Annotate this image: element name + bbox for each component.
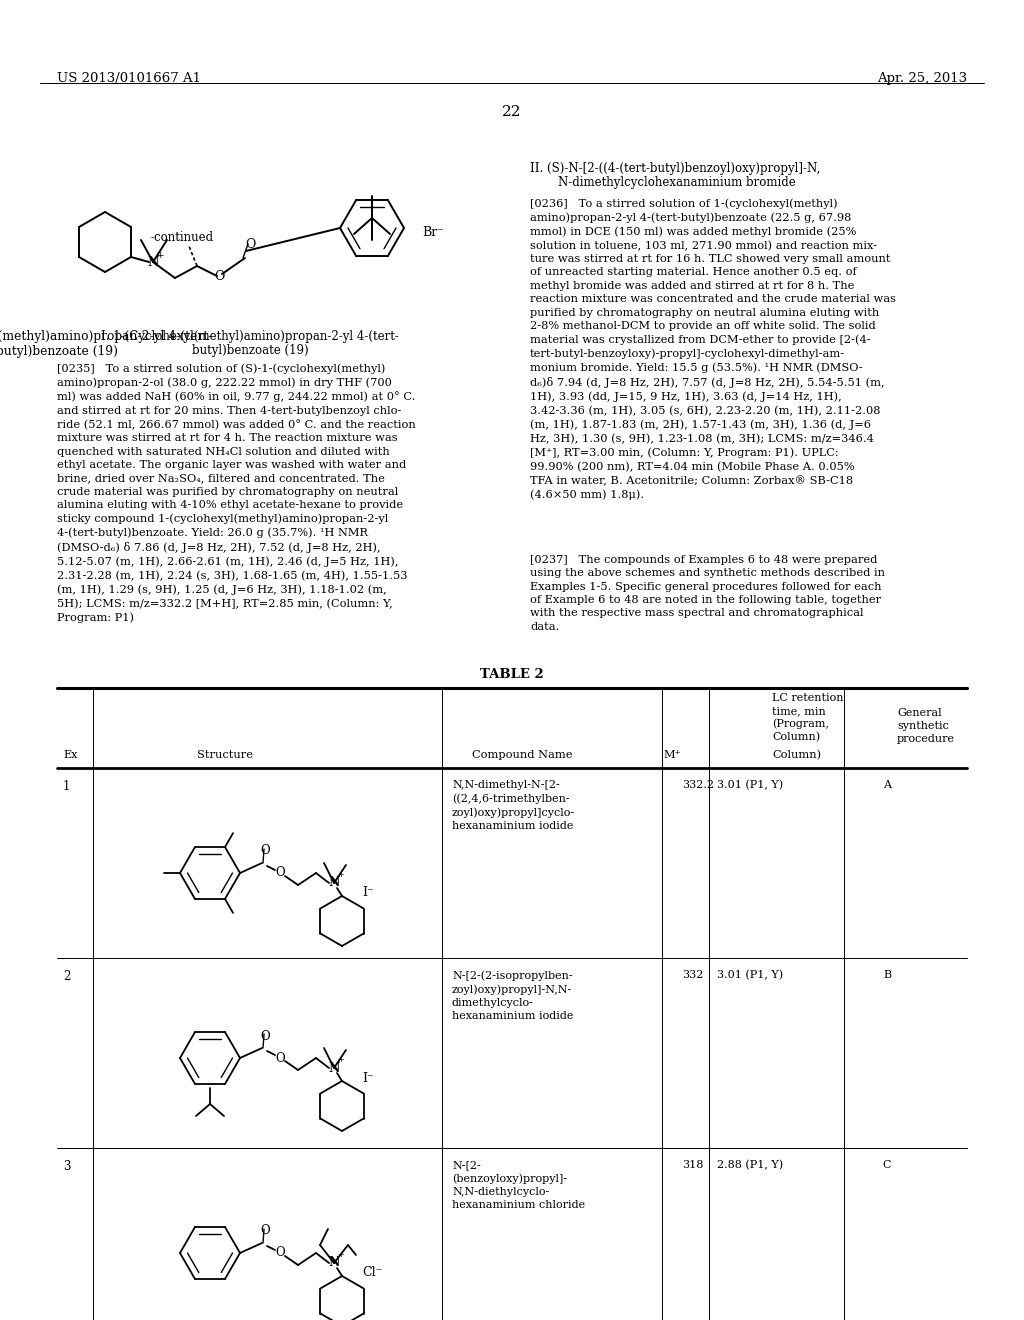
Text: O: O (275, 866, 285, 879)
Text: I. 1-(Cyclohexyl(methyl)amino)propan-2-yl 4-(tert-: I. 1-(Cyclohexyl(methyl)amino)propan-2-y… (101, 330, 399, 343)
Text: O: O (260, 1225, 269, 1238)
Text: General
synthetic
procedure: General synthetic procedure (897, 708, 955, 743)
Text: O: O (275, 1246, 285, 1259)
Text: I⁻: I⁻ (362, 887, 374, 899)
Text: A: A (883, 780, 891, 789)
Text: Cl⁻: Cl⁻ (362, 1266, 382, 1279)
Text: 3.01 (P1, Y): 3.01 (P1, Y) (717, 970, 783, 981)
Text: N,N-dimethyl-N-[2-
((2,4,6-trimethylben-
zoyl)oxy)propyl]cyclo-
hexanaminium iod: N,N-dimethyl-N-[2- ((2,4,6-trimethylben-… (452, 780, 575, 832)
Text: 2: 2 (63, 970, 71, 983)
Text: [0237]   The compounds of Examples 6 to 48 were prepared
using the above schemes: [0237] The compounds of Examples 6 to 48… (530, 554, 885, 632)
Text: O: O (260, 1030, 269, 1043)
Text: +: + (338, 1056, 344, 1064)
Text: O: O (245, 238, 255, 251)
Text: +: + (157, 251, 164, 260)
Text: I⁻: I⁻ (362, 1072, 374, 1085)
Text: butyl)benzoate (19): butyl)benzoate (19) (0, 345, 118, 358)
Text: +: + (338, 1251, 344, 1259)
Text: N-[2-(2-isopropylben-
zoyl)oxy)propyl]-N,N-
dimethylcyclo-
hexanaminium iodide: N-[2-(2-isopropylben- zoyl)oxy)propyl]-N… (452, 970, 573, 1020)
Text: O: O (260, 845, 269, 858)
Text: 22: 22 (502, 106, 522, 119)
Text: N: N (329, 1061, 340, 1074)
Text: [0235]   To a stirred solution of (S)-1-(cyclohexyl(methyl)
amino)propan-2-ol (3: [0235] To a stirred solution of (S)-1-(c… (57, 363, 416, 623)
Text: Structure: Structure (197, 750, 253, 760)
Text: Apr. 25, 2013: Apr. 25, 2013 (877, 73, 967, 84)
Text: [0236]   To a stirred solution of 1-(cyclohexyl(methyl)
amino)propan-2-yl 4-(ter: [0236] To a stirred solution of 1-(cyclo… (530, 198, 896, 500)
Text: O: O (275, 1052, 285, 1064)
Text: 332.2: 332.2 (682, 780, 714, 789)
Text: Br⁻: Br⁻ (422, 227, 443, 239)
Text: 1: 1 (63, 780, 71, 793)
Text: N-[2-
(benzoyloxy)propyl]-
N,N-diethylcyclo-
hexanaminium chloride: N-[2- (benzoyloxy)propyl]- N,N-diethylcy… (452, 1160, 585, 1210)
Text: TABLE 2: TABLE 2 (480, 668, 544, 681)
Text: 3.01 (P1, Y): 3.01 (P1, Y) (717, 780, 783, 791)
Text: O: O (214, 269, 224, 282)
Text: LC retention
time, min
(Program,
Column): LC retention time, min (Program, Column) (772, 693, 844, 743)
Text: N-dimethylcyclohexanaminium bromide: N-dimethylcyclohexanaminium bromide (558, 176, 796, 189)
Text: 318: 318 (682, 1160, 703, 1170)
Text: 332: 332 (682, 970, 703, 979)
Text: II. (S)-N-[2-((4-(tert-butyl)benzoyl)oxy)propyl]-N,: II. (S)-N-[2-((4-(tert-butyl)benzoyl)oxy… (530, 162, 820, 176)
Text: US 2013/0101667 A1: US 2013/0101667 A1 (57, 73, 201, 84)
Text: 2.88 (P1, Y): 2.88 (P1, Y) (717, 1160, 783, 1171)
Text: +: + (338, 871, 344, 879)
Text: N: N (147, 256, 159, 268)
Text: C: C (883, 1160, 891, 1170)
Text: N: N (329, 1257, 340, 1270)
Text: 3: 3 (63, 1160, 71, 1173)
Text: B: B (883, 970, 891, 979)
Text: -continued: -continued (151, 231, 214, 244)
Text: Column): Column) (772, 750, 821, 760)
Text: Compound Name: Compound Name (472, 750, 572, 760)
Text: M⁺: M⁺ (664, 750, 681, 760)
Text: I. 1-(Cyclohexyl(methyl)amino)propan-2-yl 4-(tert-: I. 1-(Cyclohexyl(methyl)amino)propan-2-y… (0, 330, 213, 343)
Text: N: N (329, 876, 340, 890)
Text: butyl)benzoate (19): butyl)benzoate (19) (191, 345, 308, 356)
Text: Ex: Ex (63, 750, 78, 760)
